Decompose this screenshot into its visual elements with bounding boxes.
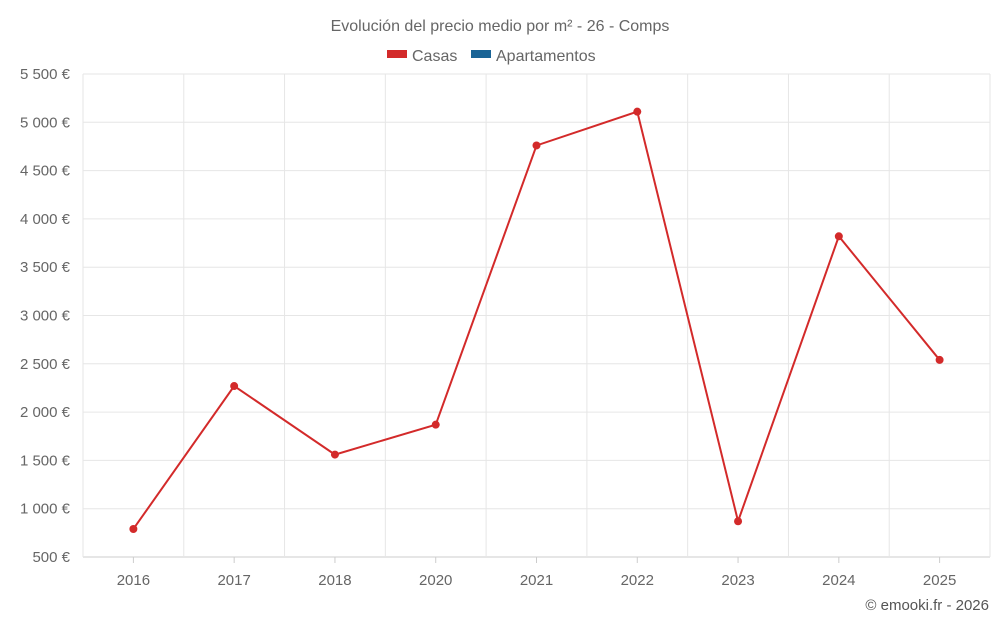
series-casas (129, 107, 944, 533)
legend: Casas Apartamentos (387, 48, 596, 65)
x-tick-label: 2025 (923, 572, 956, 589)
data-point (532, 141, 541, 150)
y-tick-label: 3 000 € (20, 308, 71, 325)
x-axis: 2016 2017 2018 2020 2021 2022 2023 2024 2025 (117, 557, 956, 589)
y-tick-label: 2 500 € (20, 356, 71, 373)
x-tick-label: 2021 (520, 572, 553, 589)
legend-label-casas: Casas (412, 48, 457, 65)
legend-swatch-casas (387, 50, 407, 58)
series-line-casas (132, 110, 941, 530)
y-tick-label: 500 € (32, 549, 70, 566)
x-tick-label: 2020 (419, 572, 452, 589)
footer-credit: © emooki.fr - 2026 (865, 597, 989, 614)
y-tick-label: 5 500 € (20, 66, 71, 83)
x-tick-label: 2024 (822, 572, 855, 589)
data-point (330, 450, 339, 459)
y-tick-label: 1 500 € (20, 452, 71, 469)
chart-title: Evolución del precio medio por m² - 26 -… (331, 18, 670, 35)
legend-item-apartamentos[interactable]: Apartamentos (471, 48, 596, 65)
y-axis: 500 € 1 000 € 1 500 € 2 000 € 2 500 € 3 000 €… (20, 66, 71, 566)
legend-swatch-apartamentos (471, 50, 491, 58)
data-point (633, 107, 642, 116)
x-tick-label: 2023 (721, 572, 754, 589)
y-tick-label: 4 500 € (20, 163, 71, 180)
data-point (734, 517, 743, 526)
data-point (431, 420, 440, 429)
x-tick-label: 2022 (621, 572, 654, 589)
legend-item-casas[interactable]: Casas (387, 48, 457, 65)
legend-label-apartamentos: Apartamentos (496, 48, 596, 65)
x-tick-label: 2018 (318, 572, 351, 589)
data-point (129, 524, 138, 533)
data-point (230, 382, 239, 391)
x-tick-label: 2016 (117, 572, 150, 589)
y-tick-label: 1 000 € (20, 501, 71, 518)
y-tick-label: 5 000 € (20, 114, 71, 131)
y-tick-label: 4 000 € (20, 211, 71, 228)
x-tick-label: 2017 (217, 572, 250, 589)
y-tick-label: 2 000 € (20, 404, 71, 421)
data-point (935, 355, 944, 364)
y-tick-label: 3 500 € (20, 259, 71, 276)
data-point (834, 232, 843, 241)
